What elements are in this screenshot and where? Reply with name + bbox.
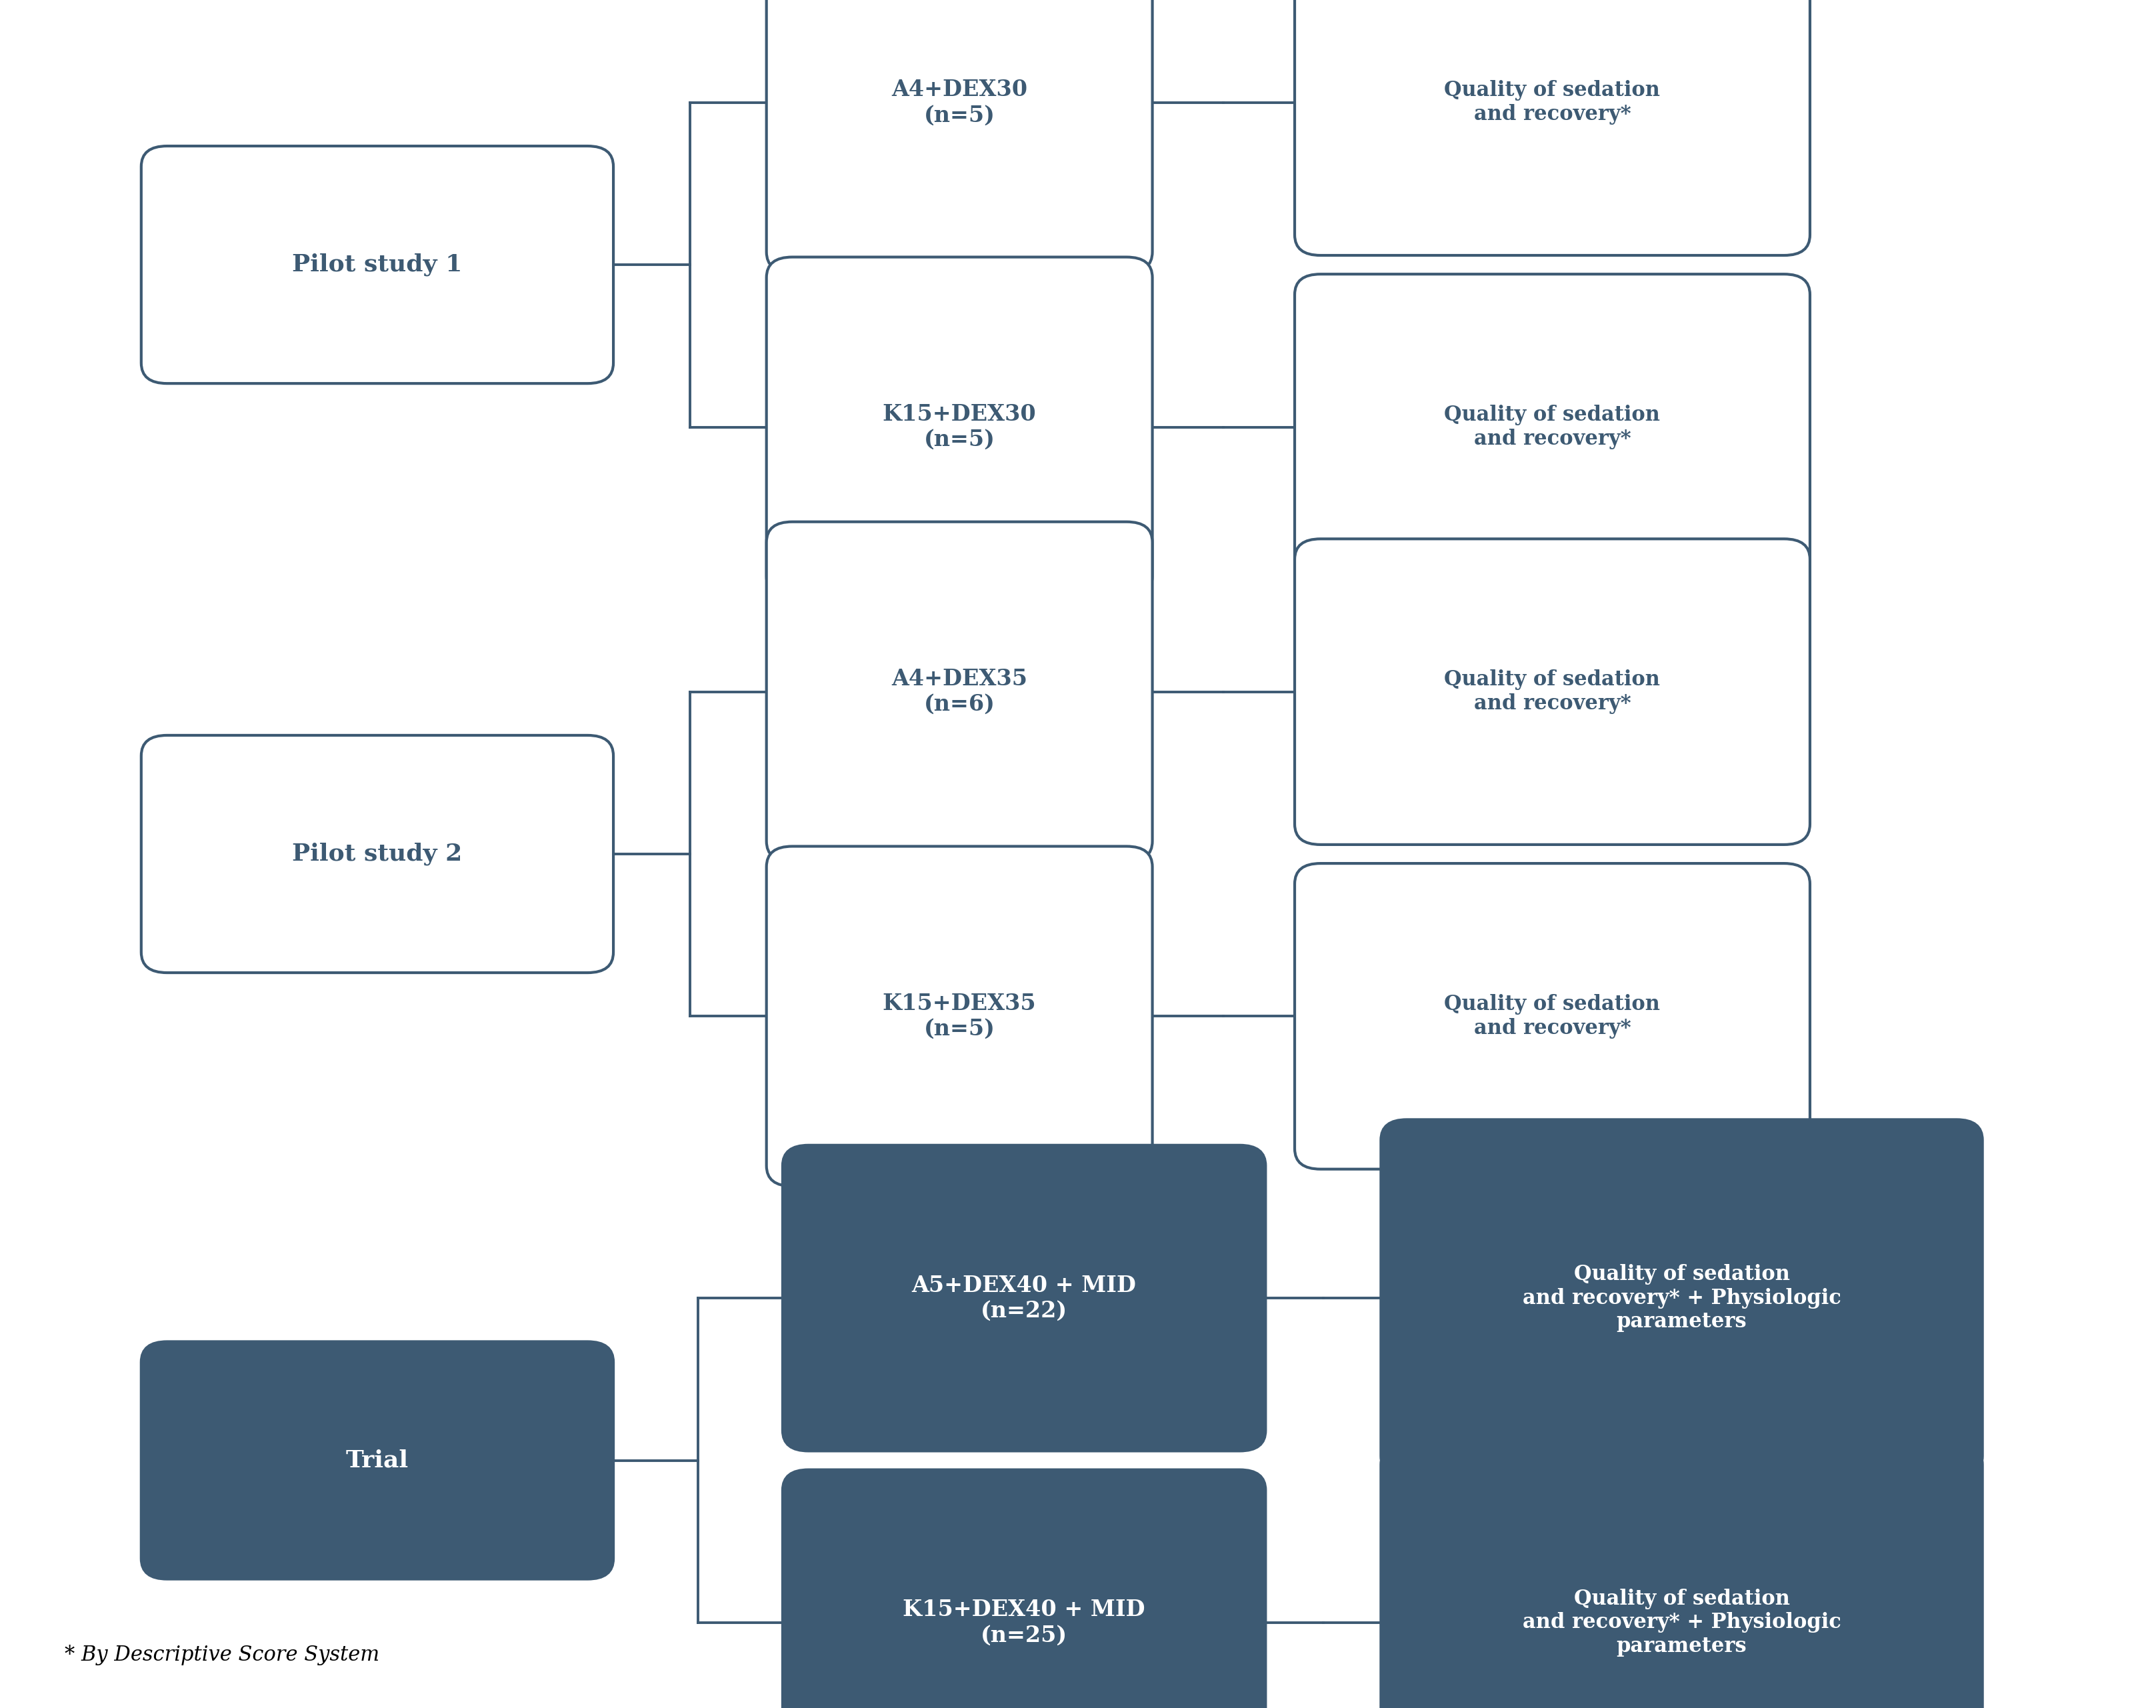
- FancyBboxPatch shape: [140, 147, 612, 384]
- Text: A4+DEX30
(n=5): A4+DEX30 (n=5): [890, 79, 1028, 126]
- FancyBboxPatch shape: [1294, 864, 1811, 1168]
- Text: A5+DEX40 + MID
(n=22): A5+DEX40 + MID (n=22): [912, 1274, 1136, 1322]
- Text: K15+DEX40 + MID
(n=25): K15+DEX40 + MID (n=25): [903, 1599, 1145, 1647]
- Text: Trial: Trial: [345, 1448, 410, 1472]
- Polygon shape: [813, 1102, 1106, 1221]
- Text: Quality of sedation
and recovery*: Quality of sedation and recovery*: [1445, 670, 1660, 714]
- FancyBboxPatch shape: [783, 1469, 1266, 1708]
- FancyBboxPatch shape: [1294, 273, 1811, 581]
- Text: Pilot study 2: Pilot study 2: [293, 842, 461, 866]
- Text: A4+DEX35
(n=6): A4+DEX35 (n=6): [890, 668, 1028, 716]
- FancyBboxPatch shape: [140, 734, 612, 974]
- FancyBboxPatch shape: [768, 847, 1151, 1185]
- FancyBboxPatch shape: [768, 0, 1151, 273]
- FancyBboxPatch shape: [140, 1342, 612, 1578]
- FancyBboxPatch shape: [1382, 1120, 1984, 1476]
- Text: K15+DEX30
(n=5): K15+DEX30 (n=5): [882, 403, 1037, 451]
- FancyBboxPatch shape: [768, 258, 1151, 598]
- Text: Quality of sedation
and recovery* + Physiologic
parameters: Quality of sedation and recovery* + Phys…: [1522, 1588, 1841, 1657]
- Text: Pilot study 1: Pilot study 1: [293, 253, 461, 277]
- Text: Quality of sedation
and recovery*: Quality of sedation and recovery*: [1445, 994, 1660, 1038]
- Text: Quality of sedation
and recovery* + Physiologic
parameters: Quality of sedation and recovery* + Phys…: [1522, 1264, 1841, 1332]
- Text: K15+DEX35
(n=5): K15+DEX35 (n=5): [882, 992, 1037, 1040]
- Text: * By Descriptive Score System: * By Descriptive Score System: [65, 1645, 379, 1665]
- Polygon shape: [813, 512, 1106, 632]
- Text: Quality of sedation
and recovery*: Quality of sedation and recovery*: [1445, 405, 1660, 449]
- FancyBboxPatch shape: [1382, 1445, 1984, 1708]
- FancyBboxPatch shape: [768, 523, 1151, 863]
- FancyBboxPatch shape: [1294, 540, 1811, 845]
- FancyBboxPatch shape: [1294, 0, 1811, 256]
- Text: Quality of sedation
and recovery*: Quality of sedation and recovery*: [1445, 80, 1660, 125]
- FancyBboxPatch shape: [783, 1146, 1266, 1452]
